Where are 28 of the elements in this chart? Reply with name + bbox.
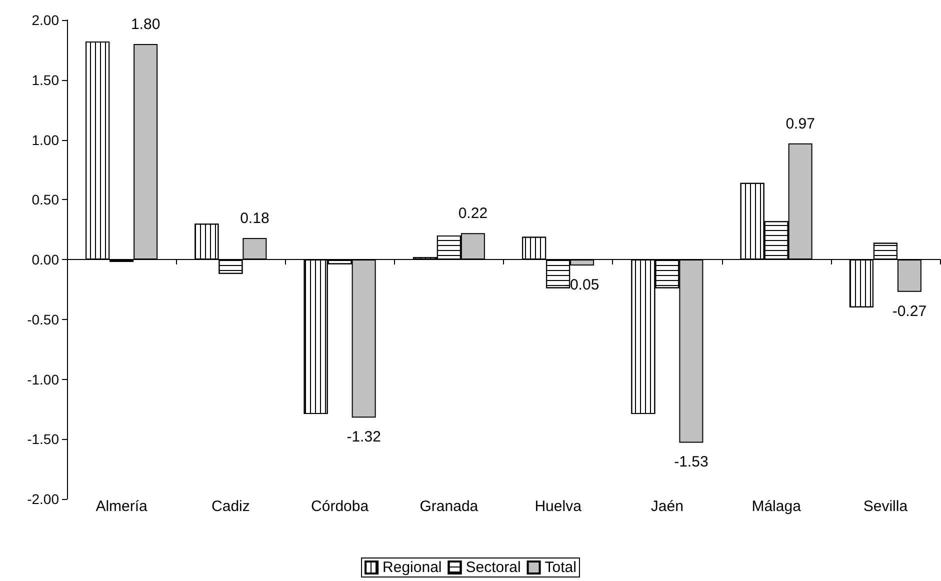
data-label: -0.27 xyxy=(892,302,927,320)
y-tick-label: -2.00 xyxy=(27,491,60,507)
x-tick-label: Málaga xyxy=(752,498,802,515)
y-tick-label: 1.00 xyxy=(32,132,60,148)
y-tick-label: -1.50 xyxy=(27,431,60,448)
data-label: 0.18 xyxy=(240,210,270,227)
x-tick-label: Sevilla xyxy=(863,498,908,515)
data-label: 1.80 xyxy=(130,16,160,33)
x-tick-label: Jaén xyxy=(650,498,684,515)
y-tick-label: -1.00 xyxy=(27,371,60,388)
data-label: 0.22 xyxy=(458,205,488,222)
x-tick-label: Cadiz xyxy=(212,498,250,515)
x-tick-label: Córdoba xyxy=(311,498,370,515)
legend-label: Sectoral xyxy=(466,559,521,576)
legend-label: Total xyxy=(544,559,576,576)
y-tick-label: -0.50 xyxy=(27,311,60,328)
data-label: 0.97 xyxy=(786,115,815,132)
y-tick-label: 0.00 xyxy=(32,252,60,268)
y-tick-label: 1.50 xyxy=(32,72,60,88)
x-tick-label: Granada xyxy=(420,498,479,515)
y-tick-label: 0.50 xyxy=(32,192,60,208)
y-tick-label: 2.00 xyxy=(32,12,60,28)
legend-label: Regional xyxy=(382,559,442,576)
x-tick-label: Huelva xyxy=(534,498,582,515)
data-label: -1.32 xyxy=(346,428,381,446)
x-tick-label: Almería xyxy=(96,498,148,515)
data-label: -1.53 xyxy=(674,454,708,471)
data-label: -0.05 xyxy=(564,276,600,294)
